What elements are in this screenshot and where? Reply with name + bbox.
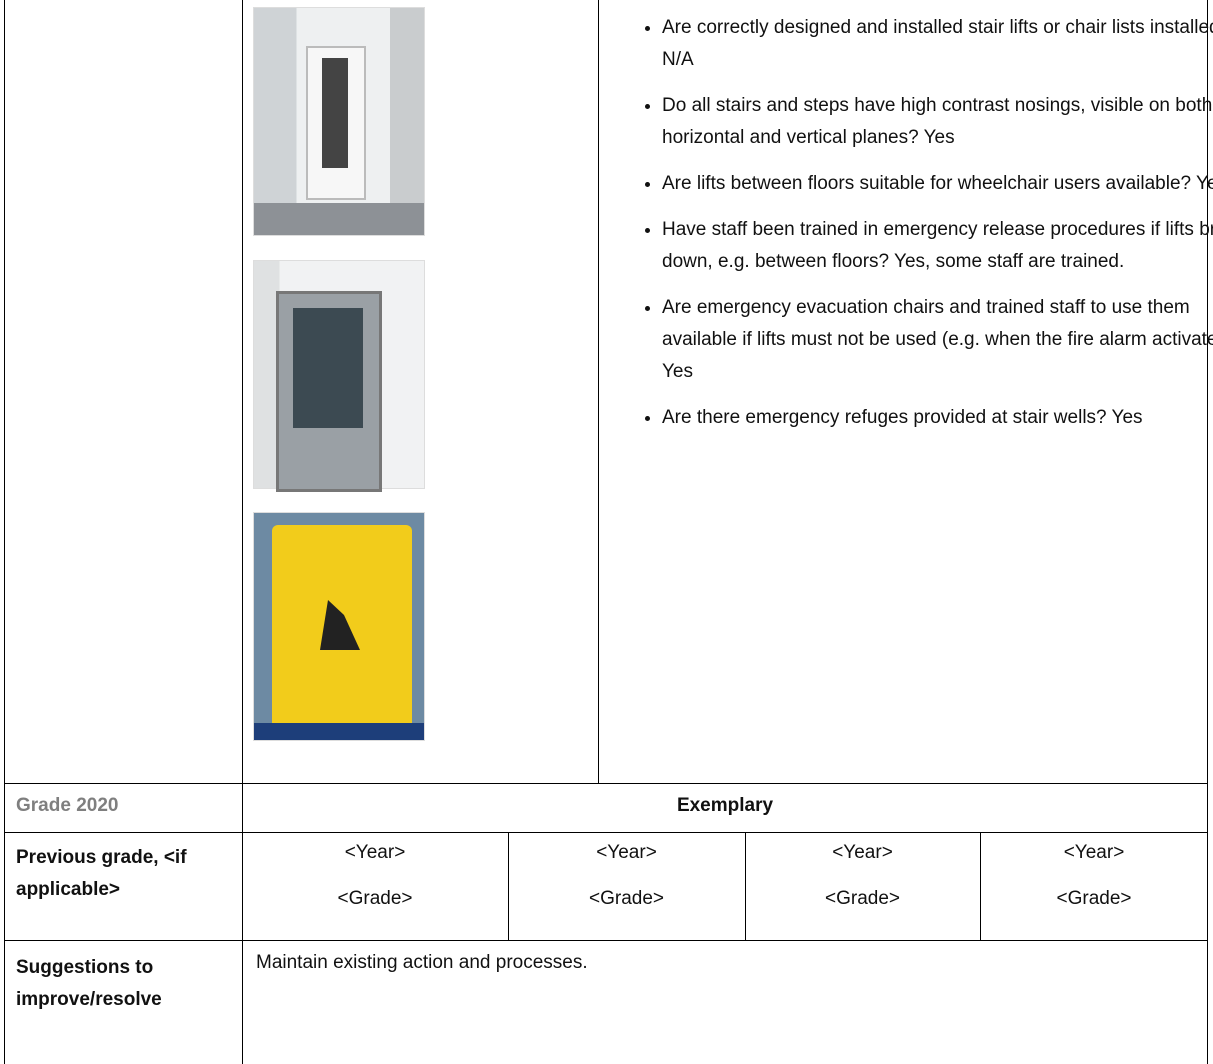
photo-evac-chair (253, 512, 425, 741)
checklist: Are correctly designed and installed sta… (618, 12, 1213, 448)
checklist-item: Are correctly designed and installed sta… (662, 12, 1213, 76)
suggestions-text: Maintain existing action and processes. (256, 952, 588, 973)
previous-grade: <Grade> (1056, 888, 1132, 909)
previous-label: Previous grade, <if applicable> (16, 847, 187, 900)
checklist-item: Have staff been trained in emergency rel… (662, 214, 1213, 278)
previous-grade: <Grade> (825, 888, 900, 909)
previous-year: <Year> (344, 842, 406, 863)
border (598, 0, 599, 783)
checklist-item: Are emergency evacuation chairs and trai… (662, 292, 1213, 388)
border (745, 832, 746, 940)
previous-year: <Year> (596, 842, 657, 863)
border (980, 832, 981, 940)
border (242, 0, 243, 1064)
border (4, 783, 1208, 784)
photo-lift-door (253, 7, 425, 236)
border (1207, 0, 1208, 1064)
grade-label: Grade 2020 (16, 795, 119, 816)
checklist-item: Are lifts between floors suitable for wh… (662, 168, 1213, 200)
previous-grade: <Grade> (337, 888, 413, 909)
border (4, 832, 1208, 833)
grade-value: Exemplary (676, 795, 774, 816)
previous-grade: <Grade> (589, 888, 664, 909)
previous-year: <Year> (832, 842, 893, 863)
checklist-item: Are there emergency refuges provided at … (662, 402, 1213, 434)
checklist-item: Do all stairs and steps have high contra… (662, 90, 1213, 154)
previous-year: <Year> (1063, 842, 1125, 863)
border (4, 940, 1208, 941)
photo-lift-open (253, 260, 425, 492)
suggestions-label: Suggestions to improve/resolve (16, 957, 162, 1010)
border (508, 832, 509, 940)
border (4, 0, 5, 1064)
